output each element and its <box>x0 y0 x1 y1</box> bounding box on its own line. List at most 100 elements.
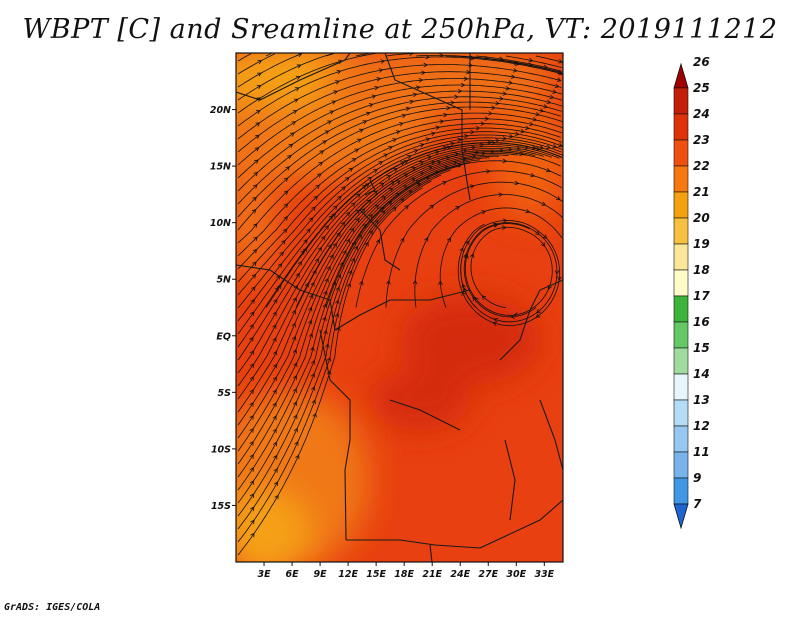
streamline-arrow <box>365 111 371 116</box>
colorbar-swatch <box>673 269 689 297</box>
colorbar-swatch <box>673 399 689 427</box>
streamline-arrow <box>427 155 432 160</box>
streamline-arrow <box>390 181 395 186</box>
streamline-arrow <box>322 140 327 145</box>
streamline-arrow <box>272 324 277 329</box>
streamline <box>237 53 378 114</box>
streamline-arrow <box>257 72 262 77</box>
colorbar-swatch <box>673 477 689 505</box>
streamline <box>445 55 562 74</box>
streamline-arrow <box>290 132 295 137</box>
streamline-arrow <box>317 246 322 252</box>
streamline-arrow <box>272 402 277 408</box>
streamline-arrow <box>554 270 560 275</box>
streamline-arrow <box>295 272 300 278</box>
colorbar-label: 21 <box>693 185 710 199</box>
streamline-arrow <box>480 121 486 126</box>
streamline-arrow <box>331 281 337 287</box>
streamline-arrow <box>446 145 452 150</box>
streamline-arrow <box>335 80 340 85</box>
streamline-arrow <box>462 148 468 153</box>
streamline-arrow <box>424 236 429 242</box>
streamline-arrow <box>502 218 508 223</box>
colorbar-label: 22 <box>693 159 710 173</box>
streamline-arrow <box>334 312 340 318</box>
streamline-arrow <box>529 121 534 127</box>
streamline-arrow <box>272 337 277 342</box>
streamline-arrow <box>412 92 418 98</box>
colorbar-label: 20 <box>693 211 710 225</box>
streamline-arrow <box>395 130 401 135</box>
y-tick-label: 15S <box>211 501 231 512</box>
streamline-arrow <box>502 91 508 96</box>
streamline-arrow <box>479 142 485 148</box>
streamline-arrow <box>335 286 340 292</box>
plot-frame <box>235 52 564 563</box>
streamline-arrow <box>251 208 257 214</box>
streamline-arrow <box>552 89 558 94</box>
streamline-arrow <box>392 138 397 143</box>
colorbar-label: 25 <box>693 81 710 95</box>
streamline-arrow <box>328 215 334 220</box>
streamline-arrow <box>532 117 538 122</box>
streamline-arrow <box>274 494 279 500</box>
streamline-arrow <box>530 172 536 178</box>
streamline-arrow <box>277 284 282 290</box>
streamline <box>237 53 252 62</box>
streamline-arrow <box>395 180 401 185</box>
streamline-arrow <box>380 59 386 64</box>
streamline-arrow <box>374 85 380 91</box>
x-tick-label: 9E <box>314 569 328 580</box>
streamline-arrow <box>450 141 455 147</box>
streamline-arrow <box>554 83 560 89</box>
streamline-arrow <box>253 236 258 242</box>
streamline-arrow <box>288 143 294 148</box>
streamline-arrow <box>421 70 426 75</box>
streamline <box>505 55 562 68</box>
streamline-arrow <box>324 277 329 283</box>
streamline <box>237 165 461 504</box>
streamline-arrow <box>252 196 257 202</box>
streamline-arrow <box>388 187 394 193</box>
streamline-arrow <box>253 223 258 228</box>
streamline-arrow <box>515 146 521 151</box>
colorbar-label: 17 <box>693 289 710 303</box>
streamline-arrow <box>308 306 313 312</box>
streamline-arrow <box>335 299 340 305</box>
streamline-arrow <box>250 298 255 304</box>
streamline <box>237 56 563 127</box>
streamline-arrow <box>292 335 297 341</box>
streamline-arrow <box>546 144 551 149</box>
streamline <box>535 55 563 63</box>
streamline <box>237 157 490 465</box>
streamline-arrow <box>429 204 435 209</box>
streamline-arrow <box>351 158 357 163</box>
streamline-arrow <box>427 165 433 171</box>
streamline-arrow <box>499 96 504 101</box>
streamline-arrow <box>472 296 477 301</box>
streamline-arrow <box>297 261 302 266</box>
streamline-arrow <box>324 130 330 135</box>
streamline <box>460 222 558 323</box>
y-tick-label: EQ <box>216 331 231 342</box>
streamline-arrow <box>249 454 254 459</box>
x-tick-label: 30E <box>506 569 526 580</box>
streamline-arrow <box>411 166 417 172</box>
streamline <box>237 53 302 88</box>
streamline-arrow <box>535 112 541 117</box>
streamline-arrow <box>362 120 368 125</box>
streamline <box>237 101 561 218</box>
x-tick-label: 33E <box>534 569 554 580</box>
streamline-arrow <box>524 125 530 131</box>
streamline <box>237 144 560 361</box>
streamline <box>415 55 562 73</box>
streamline-arrow <box>354 148 360 153</box>
streamline-arrow <box>520 128 526 134</box>
streamline <box>237 180 432 543</box>
streamline-arrow <box>345 211 351 217</box>
y-tick-label: 5S <box>218 388 232 399</box>
colorbar-swatch <box>673 217 689 245</box>
streamline-arrow <box>463 253 468 258</box>
colorbar-label: 14 <box>693 367 710 381</box>
streamline-arrow <box>327 120 332 125</box>
